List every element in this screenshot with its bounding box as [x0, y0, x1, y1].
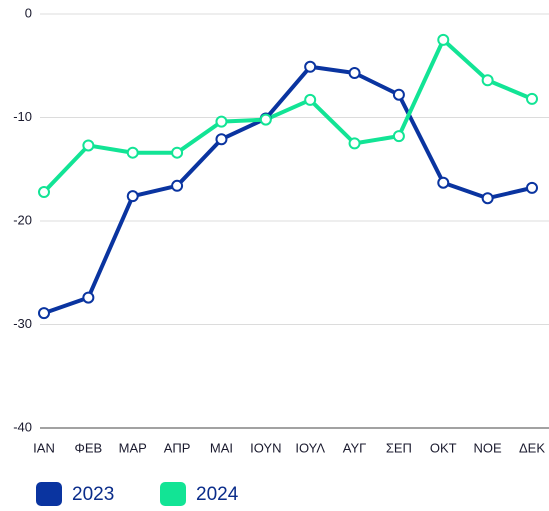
data-point: [437, 33, 450, 46]
data-point: [304, 60, 317, 73]
data-point: [82, 139, 95, 152]
series-line: [43, 64, 533, 316]
legend-label: 2024: [196, 484, 239, 505]
x-tick-label: ΑΥΓ: [343, 440, 367, 455]
x-tick-label: ΙΟΥΛ: [295, 440, 325, 455]
series-line: [42, 37, 533, 194]
x-tick-label: ΣΕΠ: [386, 440, 412, 455]
data-point: [437, 176, 450, 189]
data-point: [481, 192, 494, 205]
data-point: [348, 66, 361, 79]
x-tick-label: ΜΑΡ: [119, 440, 147, 455]
data-point: [82, 291, 95, 304]
x-tick-label: ΦΕΒ: [75, 440, 103, 455]
x-tick-label: ΔΕΚ: [519, 440, 545, 455]
data-point: [126, 146, 139, 159]
data-point: [38, 307, 50, 320]
x-tick-label: ΜΑΙ: [210, 440, 233, 455]
data-point: [526, 92, 538, 105]
legend-swatch: [36, 482, 62, 506]
data-point: [259, 113, 272, 126]
y-tick-label: -30: [13, 316, 32, 331]
x-tick-label: ΟΚΤ: [430, 440, 457, 455]
data-point: [304, 93, 317, 106]
x-tick-label: ΙΟΥΝ: [250, 440, 281, 455]
data-point: [215, 115, 228, 128]
legend-swatch: [160, 482, 186, 506]
y-tick-label: -10: [13, 109, 32, 124]
y-tick-label: -20: [13, 212, 32, 227]
y-tick-label: 0: [25, 5, 32, 20]
data-point: [171, 146, 184, 159]
legend-label: 2023: [72, 484, 114, 505]
data-point: [171, 179, 184, 192]
data-point: [38, 186, 50, 199]
data-point: [215, 133, 228, 146]
x-tick-label: ΙΑΝ: [33, 440, 55, 455]
data-point: [392, 130, 405, 143]
y-tick-label: -40: [13, 419, 32, 434]
data-point: [392, 88, 405, 101]
data-point: [348, 137, 361, 150]
data-point: [126, 190, 139, 203]
x-tick-label: ΑΠΡ: [164, 440, 191, 455]
x-tick-label: ΝΟΕ: [474, 440, 503, 455]
data-point: [481, 74, 494, 87]
data-point: [526, 181, 538, 194]
